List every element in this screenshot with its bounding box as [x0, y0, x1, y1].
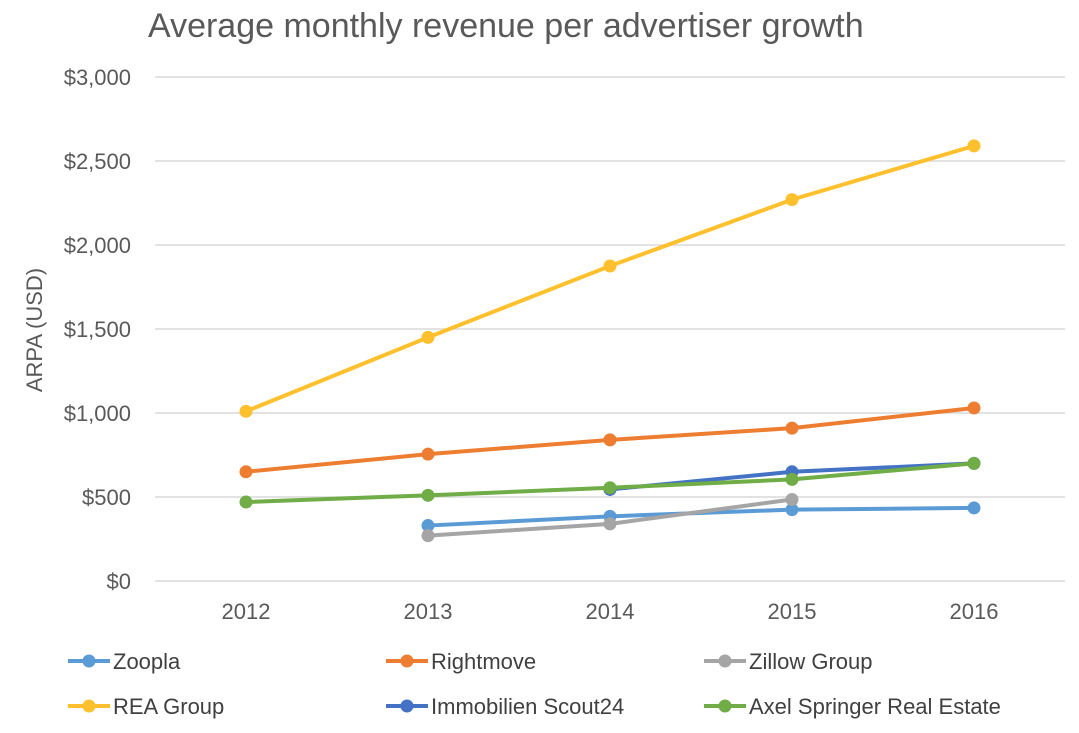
data-point-rea-group: [967, 139, 981, 153]
legend-marker: [82, 699, 96, 713]
legend: Zoopla Rightmove Zillow Group REA Group Immo…: [68, 649, 1001, 719]
y-tick-label: $2,500: [64, 149, 131, 174]
chart-title: Average monthly revenue per advertiser g…: [148, 7, 864, 45]
data-point-zoopla: [421, 519, 435, 533]
series-zillow-group: [421, 493, 799, 543]
data-point-zillow-group: [785, 493, 799, 507]
legend-label: Axel Springer Real Estate: [749, 694, 1001, 719]
series-zoopla: [421, 501, 981, 533]
x-tick-label: 2012: [222, 599, 271, 624]
data-point-axel-springer-real-estate: [967, 456, 981, 470]
data-point-rea-group: [785, 193, 799, 207]
y-tick-label: $2,000: [64, 233, 131, 258]
data-point-rea-group: [603, 259, 617, 273]
series-group: [239, 139, 981, 543]
x-axis-ticks: 2012 2013 2014 2015 2016: [222, 599, 999, 624]
data-point-rea-group: [239, 404, 253, 418]
data-point-axel-springer-real-estate: [239, 495, 253, 509]
series-rea-group: [239, 139, 981, 418]
legend-marker: [718, 654, 732, 668]
legend-label: REA Group: [113, 694, 224, 719]
x-tick-label: 2015: [768, 599, 817, 624]
series-rightmove: [239, 401, 981, 479]
series-axel-springer-real-estate: [239, 456, 981, 509]
legend-label: Zoopla: [113, 649, 181, 674]
legend-label: Rightmove: [431, 649, 536, 674]
data-point-axel-springer-real-estate: [603, 481, 617, 495]
data-point-rea-group: [421, 330, 435, 344]
data-point-axel-springer-real-estate: [785, 472, 799, 486]
data-point-zillow-group: [421, 529, 435, 543]
y-tick-label: $500: [82, 485, 131, 510]
y-tick-label: $1,000: [64, 401, 131, 426]
x-tick-label: 2014: [586, 599, 635, 624]
data-point-rightmove: [603, 433, 617, 447]
data-point-rightmove: [785, 421, 799, 435]
legend-marker: [718, 699, 732, 713]
legend-marker: [82, 654, 96, 668]
legend-item-axel-springer-real-estate: Axel Springer Real Estate: [704, 694, 1001, 719]
data-point-zillow-group: [603, 517, 617, 531]
x-tick-label: 2016: [950, 599, 999, 624]
data-point-rightmove: [967, 401, 981, 415]
legend-marker: [400, 654, 414, 668]
legend-item-zillow-group: Zillow Group: [704, 649, 872, 674]
data-point-rightmove: [421, 447, 435, 461]
series-line-rea-group: [245, 143, 975, 414]
legend-item-zoopla: Zoopla: [68, 649, 181, 674]
legend-label: Immobilien Scout24: [431, 694, 624, 719]
data-point-zoopla: [967, 501, 981, 515]
legend-item-rightmove: Rightmove: [386, 649, 536, 674]
x-tick-label: 2013: [404, 599, 453, 624]
legend-marker: [400, 699, 414, 713]
y-tick-label: $1,500: [64, 317, 131, 342]
y-axis-label: ARPA (USD): [22, 268, 47, 392]
data-point-axel-springer-real-estate: [421, 488, 435, 502]
legend-item-immobilien-scout24: Immobilien Scout24: [386, 694, 624, 719]
legend-label: Zillow Group: [749, 649, 872, 674]
y-tick-label: $3,000: [64, 65, 131, 90]
y-axis-ticks: $0 $500 $1,000 $1,500 $2,000 $2,500 $3,000: [64, 65, 131, 594]
gridlines: [155, 76, 1065, 582]
data-point-rightmove: [239, 465, 253, 479]
y-tick-label: $0: [107, 569, 131, 594]
data-point-zoopla: [785, 503, 799, 517]
legend-item-rea-group: REA Group: [68, 694, 224, 719]
